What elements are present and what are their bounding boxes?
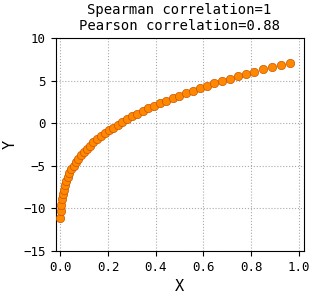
Point — [91, 140, 96, 145]
Point — [212, 81, 217, 86]
Point — [130, 114, 135, 119]
Point — [102, 131, 107, 136]
Point — [260, 67, 265, 72]
Point — [76, 156, 81, 161]
Point — [111, 125, 116, 130]
Point — [220, 79, 225, 83]
Point — [81, 150, 86, 154]
Point — [140, 109, 145, 113]
Point — [197, 86, 202, 91]
Point — [190, 88, 195, 93]
Point — [287, 60, 292, 65]
Point — [235, 74, 240, 79]
Point — [170, 96, 175, 101]
Point — [58, 216, 63, 221]
Point — [59, 203, 64, 207]
Point — [183, 91, 188, 96]
Point — [278, 63, 283, 67]
Point — [228, 76, 233, 81]
Point — [73, 160, 78, 165]
Point — [158, 101, 163, 106]
Point — [244, 72, 249, 76]
Point — [125, 117, 130, 121]
Point — [252, 69, 257, 74]
Point — [177, 93, 182, 98]
Point — [120, 120, 125, 124]
Y-axis label: Y: Y — [3, 140, 18, 149]
Point — [205, 83, 210, 88]
Point — [84, 146, 89, 151]
Point — [98, 134, 103, 139]
Point — [67, 171, 72, 176]
Point — [135, 111, 140, 116]
Point — [58, 208, 63, 213]
Point — [71, 163, 76, 168]
Point — [60, 192, 65, 197]
Point — [95, 137, 100, 142]
Point — [61, 187, 66, 192]
Point — [62, 183, 67, 188]
Point — [64, 179, 69, 184]
Title: Spearman correlation=1
Pearson correlation=0.88: Spearman correlation=1 Pearson correlati… — [79, 3, 280, 33]
Point — [152, 103, 157, 108]
Point — [106, 128, 111, 133]
Point — [88, 143, 93, 148]
Point — [115, 122, 120, 127]
Point — [79, 153, 84, 158]
Point — [69, 167, 74, 172]
Point — [146, 106, 151, 111]
Point — [269, 65, 274, 69]
X-axis label: X: X — [175, 279, 184, 294]
Point — [164, 98, 169, 103]
Point — [65, 175, 70, 179]
Point — [59, 197, 64, 202]
